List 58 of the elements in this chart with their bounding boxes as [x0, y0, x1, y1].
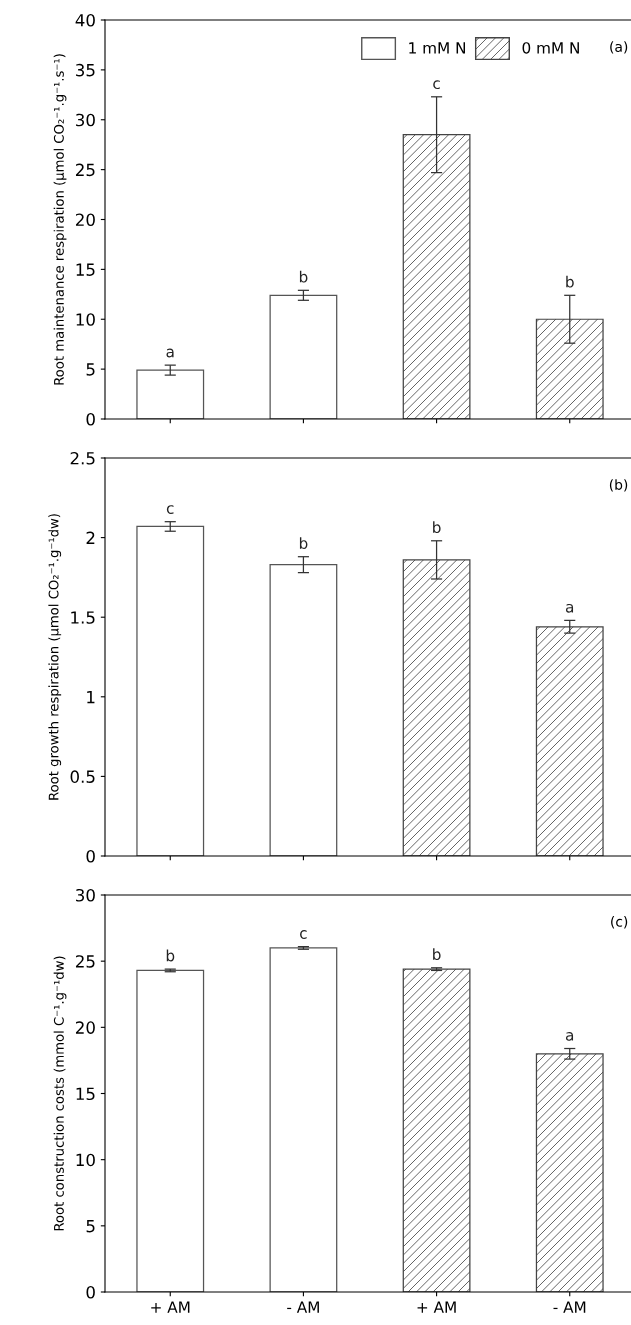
data-label: c	[166, 505, 174, 514]
data-label: c	[300, 930, 307, 939]
x-tick-label: - AM	[287, 1301, 319, 1313]
y-tick-label: 0	[86, 1285, 95, 1299]
data-label: b	[433, 521, 441, 534]
bar	[136, 525, 205, 856]
y-tick-label: 2.5	[70, 451, 95, 465]
annotation: (b)	[609, 479, 628, 492]
bar	[269, 947, 338, 1292]
data-label: a	[565, 603, 574, 613]
y-axis-title: Root maintenance respiration (µmol CO₂⁻¹.g⁻¹.s⁻¹)	[53, 54, 67, 385]
y-tick-label: 40	[75, 13, 95, 27]
bar	[402, 968, 471, 1292]
data-label: b	[566, 275, 574, 288]
bar	[269, 294, 338, 419]
y-axis-title: Root growth respiration (µmol CO₂⁻¹.g⁻¹dw)	[48, 514, 62, 800]
y-tick-label: 15	[76, 263, 95, 276]
y-tick-label: 15	[76, 1087, 95, 1101]
bar	[136, 369, 205, 419]
y-tick-label: 20	[75, 1021, 95, 1034]
bar	[136, 969, 205, 1292]
x-tick-label: + AM	[151, 1301, 190, 1313]
y-tick-label: 25	[75, 955, 95, 968]
bar	[535, 318, 604, 419]
y-tick-label: 25	[75, 163, 95, 177]
y-tick-label: 10	[76, 1153, 95, 1167]
y-tick-label: 5	[86, 1220, 95, 1233]
y-tick-label: 10	[76, 313, 95, 326]
legend-label: 1 mM N	[409, 42, 466, 54]
data-label: b	[299, 537, 308, 549]
y-tick-label: 30	[76, 888, 95, 902]
y-tick-label: 0	[86, 849, 95, 863]
y-tick-label: 1.5	[71, 611, 95, 624]
y-tick-label: 0.5	[70, 770, 95, 783]
y-tick-label: 5	[86, 363, 95, 376]
y-axis-title: Root construction costs (mmol C⁻¹.g⁻¹dw)	[53, 956, 67, 1231]
y-tick-label: 30	[76, 113, 95, 127]
bar	[269, 564, 338, 856]
y-tick-label: 0	[86, 412, 95, 426]
data-label: b	[166, 949, 175, 962]
legend-label: 0 mM N	[522, 42, 579, 54]
data-label: a	[166, 348, 174, 358]
x-tick-label: + AM	[417, 1301, 456, 1313]
y-tick-label: 1	[87, 690, 95, 704]
annotation: (c)	[611, 916, 628, 929]
annotation: (a)	[610, 41, 628, 54]
data-label: b	[433, 948, 441, 961]
bar	[535, 626, 604, 856]
bar	[535, 1053, 604, 1292]
bar	[402, 559, 471, 856]
x-tick-label: - AM	[553, 1301, 586, 1313]
data-label: c	[433, 80, 440, 90]
data-label: a	[565, 1032, 574, 1041]
bar	[402, 134, 471, 419]
data-label: b	[299, 270, 308, 283]
y-tick-label: 35	[76, 63, 95, 77]
y-tick-label: 2	[86, 531, 95, 544]
y-tick-label: 20	[75, 213, 95, 227]
